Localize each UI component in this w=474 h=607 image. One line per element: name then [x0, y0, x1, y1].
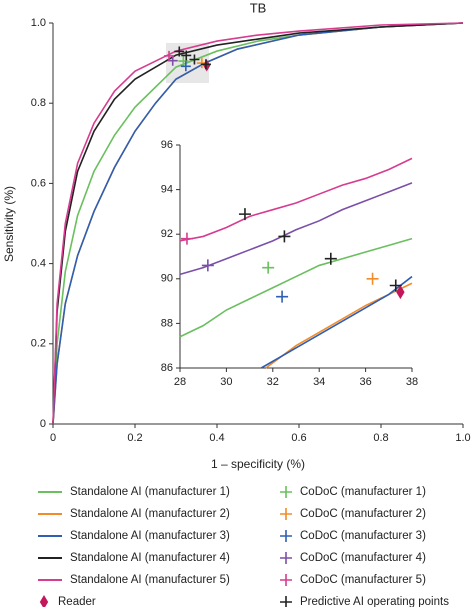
y-tick-label: 0.8 [31, 97, 46, 109]
marker [280, 486, 292, 498]
marker [280, 596, 292, 607]
y-tick-label: 1.0 [31, 17, 46, 29]
y-tick-label: 88 [161, 317, 173, 329]
y-tick-label: 90 [161, 273, 173, 285]
marker [181, 50, 192, 61]
marker [164, 50, 175, 61]
marker [39, 595, 49, 607]
marker [178, 56, 189, 67]
marker [180, 232, 193, 245]
y-tick-label: 0.6 [31, 177, 46, 189]
legend-label: CoDoC (manufacturer 4) [300, 552, 426, 564]
x-tick-label: 38 [406, 376, 418, 388]
x-tick-label: 0.6 [291, 432, 306, 444]
roc-curve [52, 22, 464, 425]
y-tick-label: 92 [161, 228, 173, 240]
marker [200, 59, 211, 70]
x-tick-label: 0.8 [373, 432, 388, 444]
legend-label: Predictive AI operating points [300, 596, 449, 607]
y-tick-label: 96 [161, 139, 173, 151]
x-tick-label: 36 [359, 376, 371, 388]
x-tick-label: 0 [50, 432, 56, 444]
legend-label: CoDoC (manufacturer 1) [300, 486, 426, 498]
roc-curve [52, 22, 464, 425]
legend-label: Reader [58, 596, 96, 607]
chart-title: TB [250, 0, 267, 15]
roc-curve [179, 182, 413, 276]
roc-curve [52, 22, 464, 425]
marker [280, 530, 292, 542]
marker [189, 54, 200, 65]
legend-label: Standalone AI (manufacturer 5) [70, 574, 230, 586]
y-axis-label: Sensitivity (%) [2, 186, 16, 262]
inset-background [180, 141, 416, 368]
marker [280, 574, 292, 586]
marker [262, 261, 275, 274]
legend-label: CoDoC (manufacturer 3) [300, 530, 426, 542]
marker [276, 290, 289, 303]
x-tick-label: 0.4 [209, 432, 224, 444]
marker [201, 259, 214, 272]
y-tick-label: 86 [161, 362, 173, 374]
marker [280, 508, 292, 520]
x-tick-label: 1.0 [455, 432, 470, 444]
roc-curve [260, 275, 413, 369]
legend-label: CoDoC (manufacturer 2) [300, 508, 426, 520]
marker [278, 230, 291, 243]
y-tick-label: 94 [161, 184, 173, 196]
legend-label: Standalone AI (manufacturer 4) [70, 552, 230, 564]
legend-label: Standalone AI (manufacturer 3) [70, 530, 230, 542]
x-axis-label: 1 – specificity (%) [211, 457, 305, 471]
marker [174, 46, 185, 57]
x-tick-label: 30 [220, 376, 232, 388]
y-tick-label: 0.4 [31, 258, 46, 270]
marker [180, 61, 191, 72]
x-tick-label: 0.2 [127, 432, 142, 444]
marker [280, 552, 292, 564]
x-tick-label: 34 [313, 376, 325, 388]
legend-label: Standalone AI (manufacturer 1) [70, 486, 230, 498]
marker [366, 272, 379, 285]
roc-curve [179, 237, 413, 338]
marker [389, 279, 402, 292]
marker [396, 285, 405, 300]
y-tick-label: 0 [40, 418, 46, 430]
legend-label: CoDoC (manufacturer 5) [300, 574, 426, 586]
marker [324, 252, 337, 265]
legend-label: Standalone AI (manufacturer 2) [70, 508, 230, 520]
x-tick-label: 28 [174, 376, 186, 388]
x-tick-label: 32 [267, 376, 279, 388]
marker [238, 208, 251, 221]
y-tick-label: 0.2 [31, 338, 46, 350]
roc-curve [179, 157, 413, 242]
